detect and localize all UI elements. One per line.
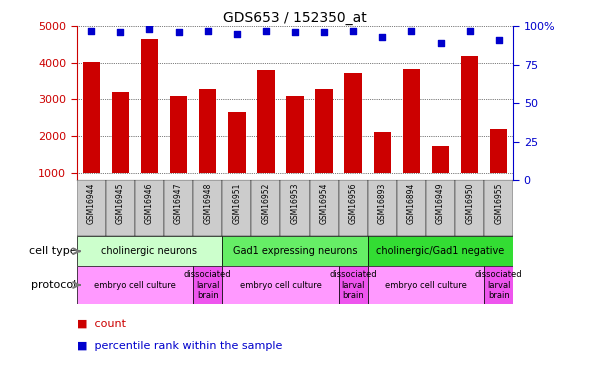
Bar (141, 39, 158, 173)
Text: cholinergic/Gad1 negative: cholinergic/Gad1 negative (376, 246, 504, 256)
Text: GSM16955: GSM16955 (494, 183, 503, 224)
Text: GSM16951: GSM16951 (232, 183, 241, 224)
Point (145, 26, 154, 32)
Bar (490, 129, 507, 172)
Bar (461, 56, 478, 172)
Text: Gad1 expressing neurons: Gad1 expressing neurons (232, 246, 358, 256)
Text: GSM16949: GSM16949 (436, 183, 445, 224)
Point (407, 28, 416, 34)
Point (465, 28, 474, 34)
Bar (397, 180, 426, 236)
Point (203, 28, 212, 34)
Bar (316, 89, 333, 172)
Bar (106, 180, 135, 236)
Bar (339, 266, 368, 304)
Bar (77, 236, 222, 266)
Text: GSM16956: GSM16956 (349, 183, 358, 224)
Point (116, 29, 125, 35)
Bar (251, 180, 280, 236)
Bar (368, 266, 484, 304)
Bar (432, 146, 449, 172)
Point (319, 29, 329, 35)
Bar (164, 180, 193, 236)
Title: GDS653 / 152350_at: GDS653 / 152350_at (223, 11, 367, 25)
Bar (222, 180, 251, 236)
Text: cell type: cell type (29, 246, 77, 256)
Text: protocol: protocol (31, 280, 77, 290)
Text: dissociated
larval
brain: dissociated larval brain (329, 270, 377, 300)
Bar (455, 180, 484, 236)
Text: embryo cell culture: embryo cell culture (240, 280, 322, 290)
Point (290, 29, 300, 35)
Point (378, 34, 387, 40)
Text: GSM16952: GSM16952 (261, 183, 270, 224)
Text: GSM16948: GSM16948 (203, 183, 212, 224)
Bar (339, 180, 368, 236)
Point (232, 31, 241, 37)
Text: GSM16953: GSM16953 (290, 183, 300, 224)
Bar (135, 180, 164, 236)
Text: GSM16893: GSM16893 (378, 183, 387, 224)
Bar (257, 70, 274, 172)
Point (436, 40, 445, 46)
Text: ■  percentile rank within the sample: ■ percentile rank within the sample (77, 341, 282, 351)
Text: embryo cell culture: embryo cell culture (385, 280, 467, 290)
Bar (77, 266, 193, 304)
Bar (484, 266, 513, 304)
Bar (403, 69, 420, 172)
Point (261, 28, 271, 34)
Bar (193, 266, 222, 304)
Bar (368, 236, 513, 266)
Bar (484, 180, 513, 236)
Text: ■  count: ■ count (77, 319, 126, 329)
Text: GSM16950: GSM16950 (465, 183, 474, 224)
Point (349, 28, 358, 34)
Bar (222, 236, 368, 266)
Bar (426, 180, 455, 236)
Text: GSM16945: GSM16945 (116, 183, 125, 224)
Bar (280, 180, 310, 236)
Text: GSM16894: GSM16894 (407, 183, 416, 224)
Bar (170, 96, 187, 172)
Bar (310, 180, 339, 236)
Bar (345, 73, 362, 172)
Bar (193, 180, 222, 236)
Text: GSM16947: GSM16947 (174, 183, 183, 224)
Text: GSM16946: GSM16946 (145, 183, 154, 224)
Point (87, 28, 96, 34)
Text: GSM16954: GSM16954 (320, 183, 329, 224)
Text: GSM16944: GSM16944 (87, 183, 96, 224)
Point (494, 37, 503, 43)
Bar (286, 96, 304, 172)
Bar (83, 62, 100, 172)
Bar (199, 89, 217, 172)
Bar (228, 112, 245, 172)
Text: cholinergic neurons: cholinergic neurons (101, 246, 198, 256)
Text: embryo cell culture: embryo cell culture (94, 280, 176, 290)
Bar (77, 180, 106, 236)
Bar (112, 92, 129, 172)
Bar (368, 180, 397, 236)
Bar (373, 132, 391, 172)
Text: dissociated
larval
brain: dissociated larval brain (475, 270, 523, 300)
Bar (222, 266, 339, 304)
Point (174, 29, 183, 35)
Text: dissociated
larval
brain: dissociated larval brain (184, 270, 231, 300)
